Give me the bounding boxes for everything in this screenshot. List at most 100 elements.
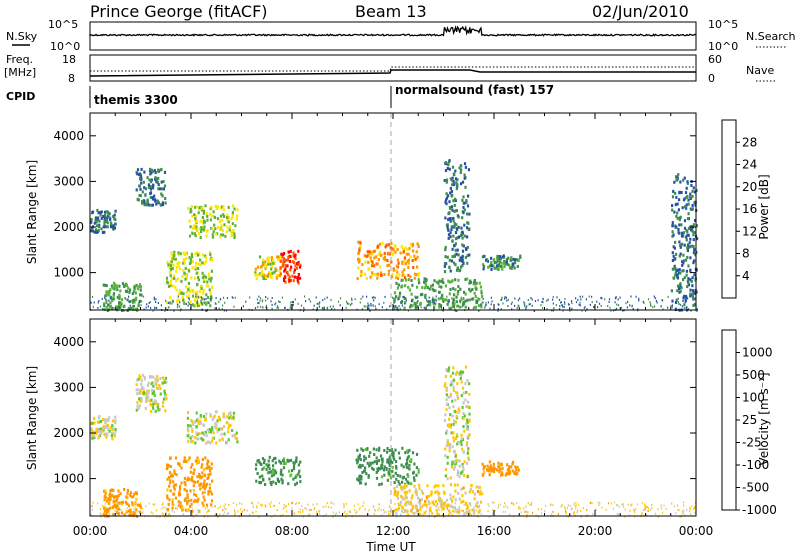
velocity-cell-3	[197, 459, 200, 463]
power-cell-1	[105, 284, 108, 288]
power-cell-11	[686, 306, 688, 308]
power-cell-11	[607, 305, 609, 307]
power-cell-7	[391, 253, 394, 257]
power-cell-11	[290, 301, 292, 304]
power-cell-6	[283, 252, 286, 255]
power-cell-1	[139, 293, 142, 297]
velocity-cell-10	[393, 510, 396, 513]
velocity-cell-1	[109, 506, 112, 510]
velocity-cell-6	[375, 448, 378, 452]
velocity-cell-10	[624, 508, 626, 511]
velocity-cell-10	[518, 505, 520, 508]
velocity-cell-8	[463, 429, 466, 433]
velocity-cell-10	[530, 501, 533, 504]
power-cell-2	[149, 185, 152, 188]
velocity-cell-0	[108, 416, 111, 420]
power-cell-3	[194, 303, 197, 307]
velocity-cell-8	[445, 368, 448, 372]
velocity-cell-10	[182, 507, 185, 510]
power-cell-3	[180, 279, 183, 283]
power-cell-2	[137, 198, 140, 202]
power-cell-8	[432, 302, 435, 306]
power-cell-11	[559, 308, 561, 311]
power-cell-11	[226, 297, 229, 300]
velocity-cell-7	[440, 505, 443, 509]
power-cell-12	[674, 273, 677, 277]
power-cell-11	[276, 306, 278, 309]
power-cell-11	[507, 298, 509, 301]
power-cell-11	[200, 296, 202, 299]
power-cell-3	[190, 252, 193, 256]
velocity-cell-6	[373, 460, 376, 464]
velocity-cell-3	[171, 502, 174, 506]
power-cell-9	[448, 258, 451, 262]
velocity-cell-8	[455, 433, 458, 437]
velocity-cell-4	[187, 429, 190, 433]
velocity-cell-2	[156, 378, 159, 382]
velocity-cell-10	[234, 512, 236, 515]
power-cell-11	[145, 306, 147, 309]
power-cell-10	[496, 264, 499, 268]
power-cell-7	[393, 244, 396, 248]
velocity-cell-4	[222, 412, 225, 416]
power-cell-3	[171, 257, 174, 261]
velocity-cell-10	[448, 505, 450, 508]
velocity-cell-7	[473, 492, 477, 496]
velocity-cell-4	[211, 436, 214, 440]
power-cell-11	[304, 295, 306, 298]
power-cell-0	[113, 226, 116, 230]
power-cell-12	[682, 231, 686, 235]
power-cell-1	[134, 307, 137, 311]
power-cell-12	[686, 249, 689, 252]
velocity-y-label: Slant Range [km]	[25, 366, 39, 470]
velocity-cell-8	[466, 461, 469, 465]
power-cell-11	[506, 299, 508, 302]
velocity-cell-7	[427, 499, 430, 503]
power-cell-3	[175, 279, 178, 283]
power-cell-9	[460, 226, 463, 230]
velocity-cell-5	[282, 466, 286, 470]
power-cell-9	[449, 235, 452, 239]
velocity-cell-8	[457, 459, 460, 463]
velocity-cell-4	[205, 441, 208, 445]
power-cell-4	[216, 232, 219, 236]
velocity-cell-10	[206, 511, 208, 514]
power-cell-8	[444, 284, 447, 288]
velocity-cell-10	[474, 504, 477, 507]
velocity-cell-1	[112, 512, 115, 516]
power-cell-5	[263, 274, 266, 278]
power-cell-1	[119, 304, 122, 308]
velocity-cell-3	[173, 469, 176, 473]
power-cell-9	[451, 255, 454, 259]
power-cell-11	[120, 304, 123, 307]
velocity-cell-10	[131, 503, 133, 506]
power-cell-7	[357, 266, 360, 270]
power-cell-3	[205, 284, 208, 288]
power-cell-1	[108, 293, 111, 297]
power-cell-11	[147, 305, 149, 308]
velocity-cell-10	[175, 507, 177, 510]
velocity-cell-10	[362, 505, 364, 507]
velocity-cell-8	[449, 392, 452, 396]
power-cell-9	[443, 264, 446, 268]
power-cell-9	[466, 221, 469, 225]
velocity-cell-3	[208, 465, 211, 469]
velocity-cell-10	[348, 511, 350, 513]
velocity-cell-10	[519, 507, 521, 510]
power-cell-12	[686, 180, 689, 184]
velocity-cell-7	[445, 498, 449, 502]
velocity-cell-10	[470, 513, 472, 516]
power-cell-11	[214, 307, 216, 310]
velocity-cell-8	[454, 420, 457, 424]
power-cell-8	[454, 278, 457, 282]
velocity-cell-5	[292, 464, 296, 468]
velocity-cell-2	[157, 408, 160, 412]
velocity-cell-5	[268, 455, 271, 459]
velocity-cell-8	[449, 374, 452, 378]
velocity-cell-10	[108, 512, 111, 515]
velocity-cell-10	[587, 514, 589, 517]
velocity-cell-6	[408, 463, 411, 467]
velocity-cell-3	[207, 473, 210, 477]
power-cell-9	[463, 173, 466, 177]
power-cell-11	[426, 299, 428, 302]
